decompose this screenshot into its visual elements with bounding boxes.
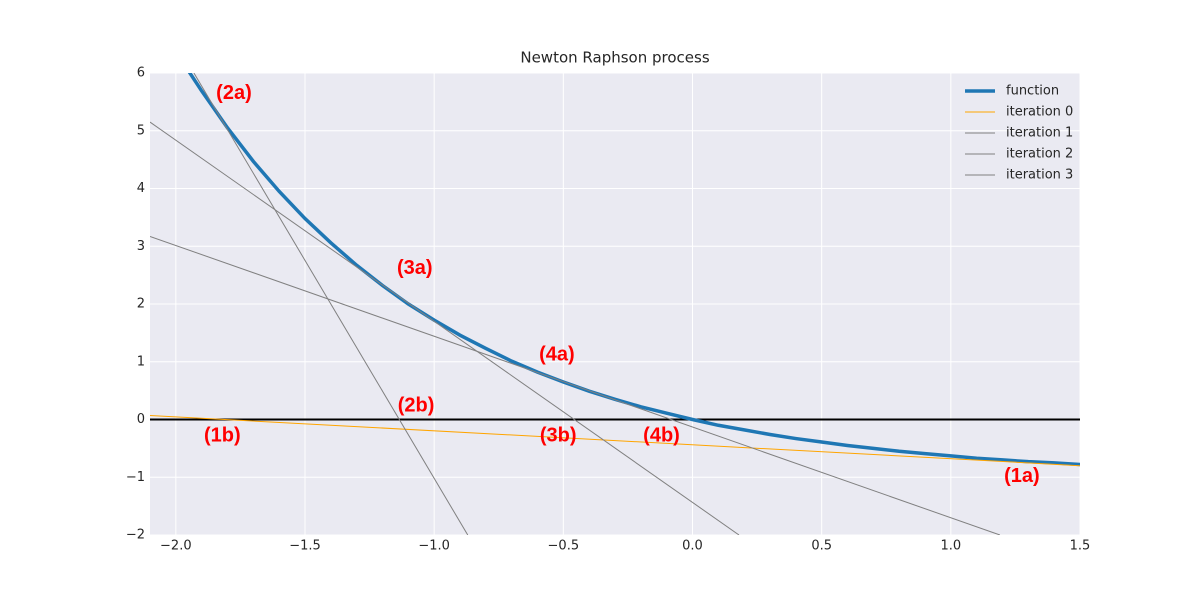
x-tick-label: 1.0 bbox=[940, 539, 961, 554]
x-tick-label: −1.5 bbox=[289, 539, 321, 554]
x-tick-label: 1.5 bbox=[1070, 539, 1091, 554]
annotation: (2a) bbox=[216, 82, 252, 104]
x-tick-label: −0.5 bbox=[548, 539, 580, 554]
tangent-line bbox=[150, 235, 1001, 535]
function-line bbox=[187, 73, 1080, 467]
annotation: (2b) bbox=[398, 394, 435, 416]
y-tick-label: 0 bbox=[137, 412, 145, 427]
y-tick-label: 2 bbox=[137, 297, 145, 312]
legend-label: iteration 1 bbox=[1006, 126, 1073, 141]
annotation: (3b) bbox=[540, 425, 577, 447]
annotation: (3a) bbox=[397, 257, 433, 279]
legend-label: iteration 0 bbox=[1006, 105, 1073, 120]
x-tick-label: 0.0 bbox=[682, 539, 703, 554]
legend-label: iteration 3 bbox=[1006, 168, 1073, 183]
y-tick-label: 1 bbox=[137, 354, 145, 369]
y-tick-label: 6 bbox=[137, 66, 145, 81]
plot-lines bbox=[150, 73, 1080, 535]
x-tick-label: −2.0 bbox=[160, 539, 192, 554]
y-tick-label: −1 bbox=[126, 470, 145, 485]
x-tick-label: 0.5 bbox=[811, 539, 832, 554]
tangent-line bbox=[150, 121, 740, 535]
tangent-line bbox=[150, 414, 1080, 467]
annotation: (4a) bbox=[539, 344, 575, 366]
y-tick-label: −2 bbox=[126, 528, 145, 543]
legend-label: iteration 2 bbox=[1006, 147, 1073, 162]
tangent-line bbox=[193, 73, 469, 535]
annotation: (4b) bbox=[643, 425, 680, 447]
y-tick-label: 3 bbox=[137, 239, 145, 254]
legend-label: function bbox=[1006, 84, 1059, 99]
y-tick-label: 4 bbox=[137, 181, 145, 196]
y-tick-label: 5 bbox=[137, 123, 145, 138]
annotation: (1a) bbox=[1004, 465, 1040, 487]
annotation: (1b) bbox=[204, 425, 241, 447]
chart-title: Newton Raphson process bbox=[520, 49, 709, 67]
x-tick-label: −1.0 bbox=[418, 539, 450, 554]
